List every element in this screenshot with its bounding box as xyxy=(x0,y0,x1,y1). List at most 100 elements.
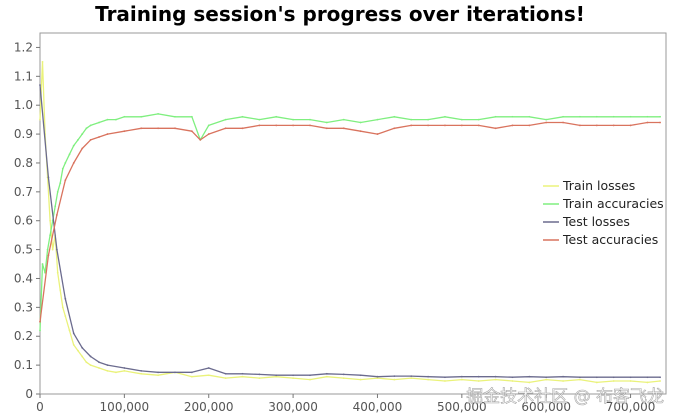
data-point-train-accuracies xyxy=(59,182,62,185)
data-point-train-losses xyxy=(292,377,294,380)
data-point-test-losses xyxy=(494,375,497,378)
legend-label-test-accuracies: Test accuracies xyxy=(562,232,658,247)
data-point-train-accuracies xyxy=(115,118,117,121)
y-tick-label: 0.9 xyxy=(14,127,33,141)
data-point-test-accuracies xyxy=(98,136,100,138)
watermark-text: 掘金技术社区 @ 布客飞龙 xyxy=(466,387,664,407)
data-point-test-losses xyxy=(612,376,615,379)
data-point-test-accuracies xyxy=(629,124,632,127)
data-point-test-accuracies xyxy=(562,121,564,124)
data-point-train-losses xyxy=(427,378,429,381)
data-point-test-losses xyxy=(511,376,514,379)
data-point-test-losses xyxy=(342,373,345,376)
data-point-test-losses xyxy=(241,372,244,375)
data-point-train-accuracies xyxy=(477,118,480,121)
data-point-train-losses xyxy=(528,381,531,384)
data-point-test-accuracies xyxy=(427,124,429,127)
data-point-test-losses xyxy=(258,373,261,376)
data-point-train-losses xyxy=(579,378,581,381)
data-point-test-accuracies xyxy=(39,320,41,323)
data-point-train-accuracies xyxy=(72,144,75,147)
series-line-test-losses xyxy=(39,84,661,378)
data-point-test-accuracies xyxy=(64,179,67,182)
data-point-test-losses xyxy=(190,371,193,374)
data-point-train-losses xyxy=(325,375,328,378)
data-point-train-accuracies xyxy=(528,115,531,118)
data-point-train-accuracies xyxy=(89,124,92,127)
data-point-test-accuracies xyxy=(410,124,413,127)
data-point-train-accuracies xyxy=(174,115,176,118)
data-point-train-accuracies xyxy=(460,118,463,121)
data-point-test-accuracies xyxy=(646,121,649,124)
data-point-train-losses xyxy=(410,377,413,380)
data-point-train-losses xyxy=(562,380,564,382)
plot-area-frame xyxy=(39,32,667,395)
data-point-test-losses xyxy=(427,375,429,378)
data-point-train-accuracies xyxy=(275,115,278,118)
data-point-train-accuracies xyxy=(309,118,311,121)
data-point-train-accuracies xyxy=(224,118,227,121)
data-point-test-accuracies xyxy=(579,124,581,127)
x-tick-label: 700,000 xyxy=(606,400,656,414)
data-point-test-losses xyxy=(595,376,598,379)
y-tick-label: 0.1 xyxy=(14,358,33,372)
data-point-test-accuracies xyxy=(511,124,514,127)
data-point-test-losses xyxy=(292,374,294,377)
data-point-test-losses xyxy=(98,361,100,364)
data-point-test-losses xyxy=(47,176,50,179)
data-point-test-losses xyxy=(410,375,413,377)
data-point-train-accuracies xyxy=(68,153,71,156)
data-point-train-losses xyxy=(511,380,514,382)
data-point-train-losses xyxy=(51,248,54,251)
data-point-test-losses xyxy=(39,84,41,86)
data-point-train-accuracies xyxy=(325,121,328,124)
data-point-test-accuracies xyxy=(595,124,598,127)
x-tick-label: 100,000 xyxy=(100,400,150,414)
data-point-test-losses xyxy=(72,332,75,335)
data-point-test-accuracies xyxy=(72,162,75,164)
data-point-train-losses xyxy=(85,361,88,364)
y-tick-label: 0.8 xyxy=(14,156,33,170)
legend-label-train-losses: Train losses xyxy=(562,178,635,193)
data-point-train-accuracies xyxy=(646,115,649,118)
data-point-train-accuracies xyxy=(494,115,497,118)
series-layer xyxy=(39,60,661,384)
data-point-test-losses xyxy=(444,376,446,379)
data-point-train-accuracies xyxy=(61,167,64,170)
data-point-test-losses xyxy=(174,371,176,374)
data-point-test-losses xyxy=(579,376,581,379)
x-axis: 0 100,000 200,000 300,000 400,000 500,000 600,… xyxy=(36,394,655,414)
data-point-train-losses xyxy=(646,381,649,384)
data-point-train-accuracies xyxy=(39,329,41,332)
data-point-train-losses xyxy=(61,306,64,309)
data-point-train-accuracies xyxy=(393,115,396,118)
data-point-train-losses xyxy=(258,377,261,380)
data-point-train-accuracies xyxy=(64,162,67,164)
data-point-test-accuracies xyxy=(292,124,294,127)
y-tick-label: 0.4 xyxy=(14,271,33,285)
y-tick-label: 1.0 xyxy=(14,98,33,112)
data-point-test-losses xyxy=(393,375,396,377)
y-tick-label: 1.1 xyxy=(14,69,33,83)
data-point-train-losses xyxy=(77,349,79,352)
data-point-train-accuracies xyxy=(410,118,413,121)
data-point-train-losses xyxy=(393,378,396,381)
data-point-test-accuracies xyxy=(47,254,50,257)
data-point-train-accuracies xyxy=(292,118,294,121)
data-point-test-losses xyxy=(224,372,227,375)
data-point-test-accuracies xyxy=(477,124,480,127)
data-point-test-accuracies xyxy=(190,130,193,133)
data-point-test-losses xyxy=(207,367,210,369)
data-point-train-losses xyxy=(39,118,41,121)
data-point-test-losses xyxy=(376,375,379,378)
data-point-train-accuracies xyxy=(41,263,44,265)
data-point-train-accuracies xyxy=(595,115,598,118)
data-point-train-accuracies xyxy=(123,115,126,118)
data-point-train-accuracies xyxy=(85,127,88,130)
data-point-train-accuracies xyxy=(612,115,615,118)
data-point-test-accuracies xyxy=(55,214,58,216)
data-point-train-losses xyxy=(359,378,362,381)
data-point-test-losses xyxy=(659,376,661,379)
x-tick-label: 600,000 xyxy=(521,400,571,414)
